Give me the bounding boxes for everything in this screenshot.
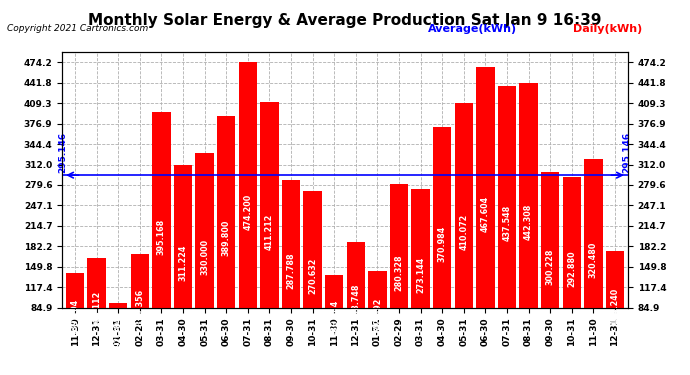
Text: 287.788: 287.788 <box>286 252 295 289</box>
Text: 292.880: 292.880 <box>567 251 576 287</box>
Bar <box>562 177 581 361</box>
Text: 174.240: 174.240 <box>611 288 620 324</box>
Bar <box>260 102 279 361</box>
Text: 389.800: 389.800 <box>221 220 230 257</box>
Bar <box>239 63 257 361</box>
Text: 320.480: 320.480 <box>589 242 598 278</box>
Text: 273.144: 273.144 <box>416 257 425 293</box>
Text: 139.104: 139.104 <box>70 299 79 335</box>
Text: 370.984: 370.984 <box>437 226 446 262</box>
Text: 280.328: 280.328 <box>395 254 404 291</box>
Bar <box>346 242 365 361</box>
Bar <box>217 116 235 361</box>
Text: 170.356: 170.356 <box>135 289 144 326</box>
Text: 437.548: 437.548 <box>502 205 511 242</box>
Bar <box>497 86 516 361</box>
Bar <box>109 303 128 361</box>
Text: Copyright 2021 Cartronics.com: Copyright 2021 Cartronics.com <box>7 24 148 33</box>
Text: 467.604: 467.604 <box>481 196 490 232</box>
Bar <box>520 82 538 361</box>
Bar <box>152 112 170 361</box>
Bar <box>66 273 84 361</box>
Bar <box>411 189 430 361</box>
Bar <box>282 180 300 361</box>
Bar <box>88 258 106 361</box>
Bar <box>174 165 193 361</box>
Text: 142.692: 142.692 <box>373 298 382 334</box>
Bar <box>455 103 473 361</box>
Bar <box>606 251 624 361</box>
Text: 92.564: 92.564 <box>114 316 123 347</box>
Text: Daily(kWh): Daily(kWh) <box>573 24 642 34</box>
Text: Monthly Solar Energy & Average Production Sat Jan 9 16:39: Monthly Solar Energy & Average Productio… <box>88 13 602 28</box>
Bar <box>541 172 560 361</box>
Bar <box>304 190 322 361</box>
Bar <box>584 159 602 361</box>
Text: 300.228: 300.228 <box>546 248 555 285</box>
Text: 330.000: 330.000 <box>200 239 209 275</box>
Bar <box>368 271 386 361</box>
Text: 311.224: 311.224 <box>179 245 188 281</box>
Text: 270.632: 270.632 <box>308 258 317 294</box>
Text: 295.146: 295.146 <box>59 132 68 173</box>
Text: 188.748: 188.748 <box>351 283 360 320</box>
Text: 295.146: 295.146 <box>622 132 631 173</box>
Bar <box>390 184 408 361</box>
Text: 442.308: 442.308 <box>524 204 533 240</box>
Bar <box>433 128 451 361</box>
Text: 164.112: 164.112 <box>92 291 101 327</box>
Bar <box>195 153 214 361</box>
Text: 410.072: 410.072 <box>460 214 469 250</box>
Text: 136.384: 136.384 <box>330 300 339 336</box>
Text: 411.212: 411.212 <box>265 213 274 250</box>
Text: 395.168: 395.168 <box>157 219 166 255</box>
Text: 474.200: 474.200 <box>244 194 253 230</box>
Bar <box>325 275 344 361</box>
Bar <box>476 67 495 361</box>
Bar <box>130 254 149 361</box>
Text: Average(kWh): Average(kWh) <box>428 24 517 34</box>
